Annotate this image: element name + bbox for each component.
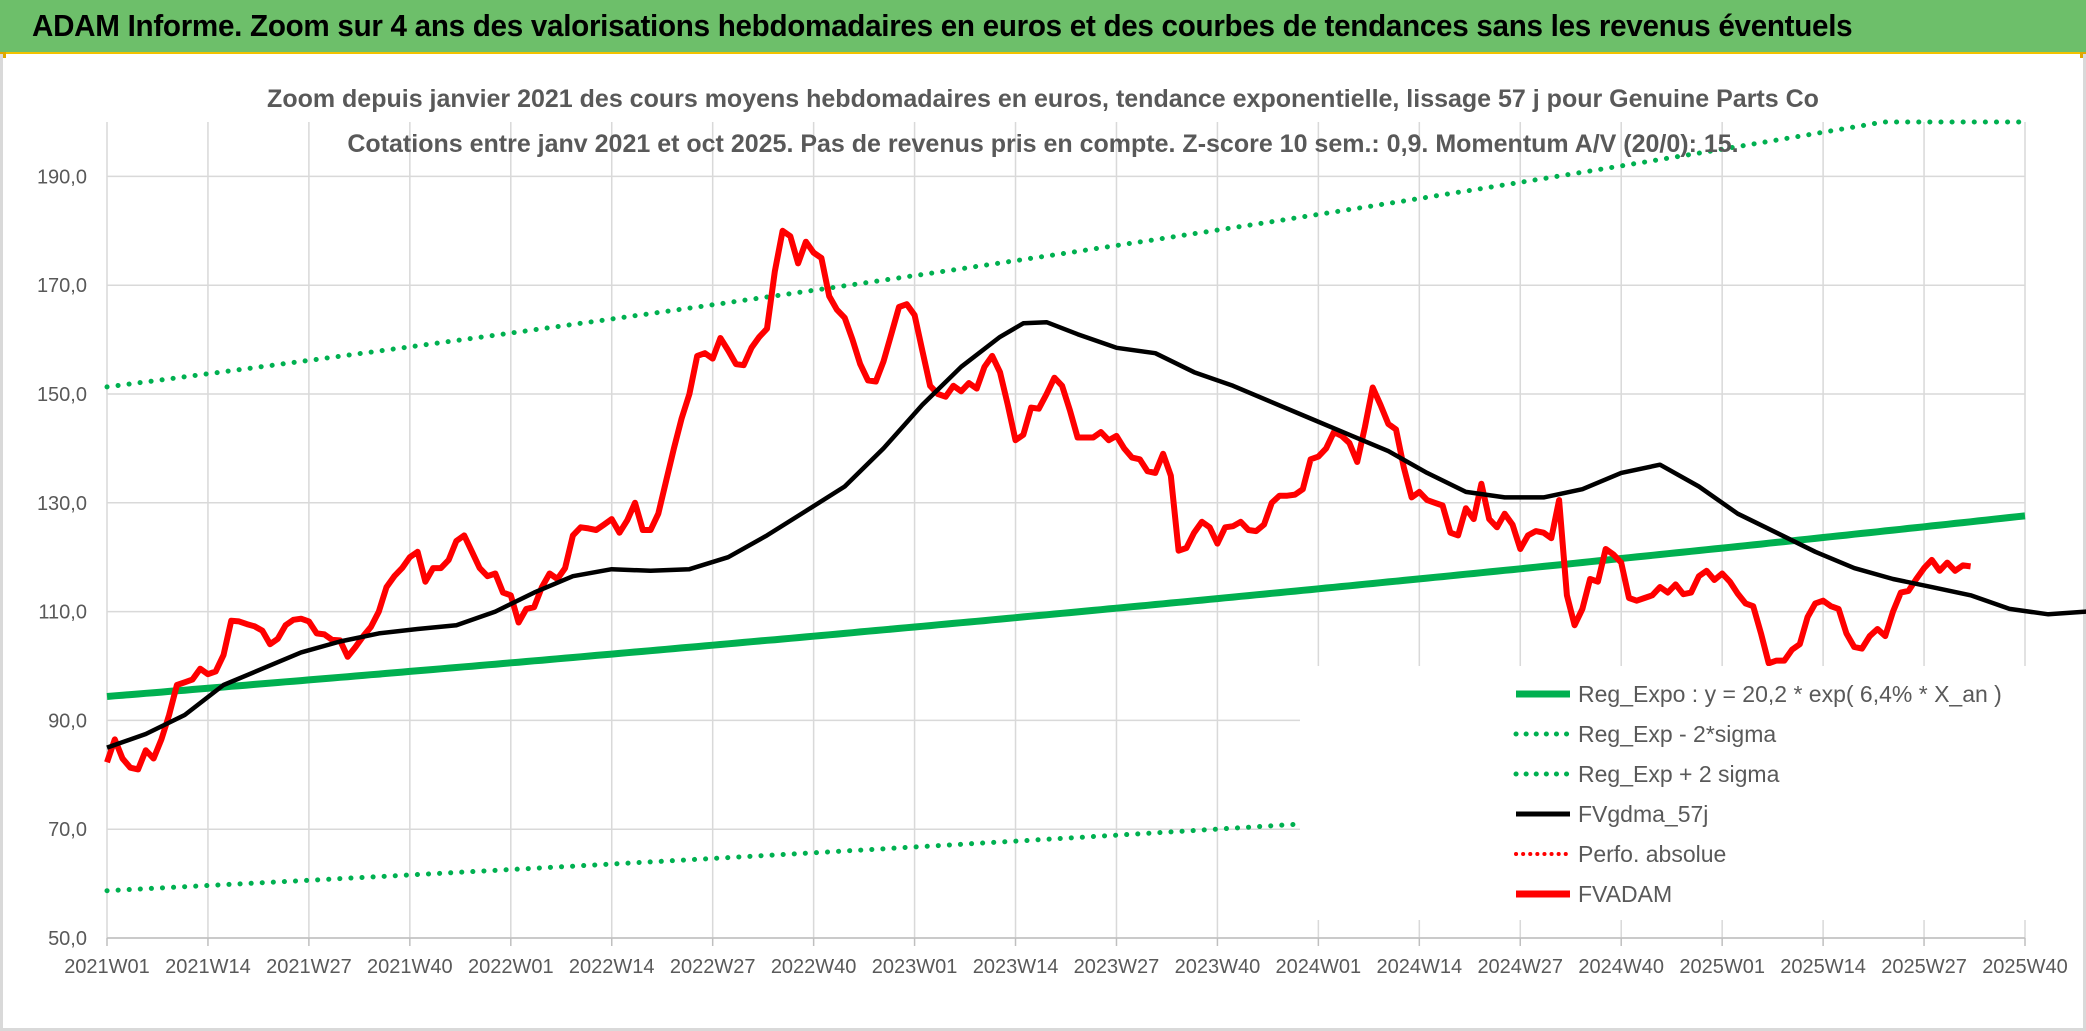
y-tick-label: 130,0 — [37, 493, 87, 515]
x-tick-label: 2023W14 — [973, 956, 1059, 978]
legend-background — [1300, 666, 2035, 920]
x-tick-label: 2022W14 — [569, 956, 655, 978]
fvgdma-57j-line — [106, 319, 2086, 750]
legend-reg-plus-2sigma-label: Reg_Exp + 2 sigma — [1578, 761, 1780, 787]
fvadam-line — [104, 227, 1971, 773]
legend-fvadam-label: FVADAM — [1578, 881, 1672, 907]
x-tick-label: 2025W40 — [1982, 956, 2068, 978]
x-tick-label: 2024W27 — [1477, 956, 1563, 978]
x-tick-label: 2025W14 — [1780, 956, 1866, 978]
y-tick-label: 90,0 — [48, 710, 87, 732]
chart-title-line1: Zoom depuis janvier 2021 des cours moyen… — [267, 85, 1819, 113]
x-tick-label: 2021W01 — [64, 956, 150, 978]
legend-fvgdma-57j-label: FVgdma_57j — [1578, 801, 1708, 827]
x-tick-label: 2023W27 — [1074, 956, 1160, 978]
series-layer — [104, 119, 2086, 894]
x-tick-label: 2021W27 — [266, 956, 352, 978]
chart-frame — [0, 54, 2086, 1031]
legend-reg-expo-label: Reg_Expo : y = 20,2 * exp( 6,4% * X_an ) — [1578, 681, 2002, 707]
x-tick-label: 2024W01 — [1276, 956, 1362, 978]
x-tick-label: 2023W01 — [872, 956, 958, 978]
title-banner: ADAM Informe. Zoom sur 4 ans des valoris… — [0, 0, 2086, 54]
x-tick-label: 2021W14 — [165, 956, 251, 978]
x-tick-label: 2024W14 — [1377, 956, 1463, 978]
legend: Reg_Expo : y = 20,2 * exp( 6,4% * X_an )… — [1513, 681, 2002, 907]
x-tick-label: 2022W01 — [468, 956, 554, 978]
report-title: ADAM Informe. Zoom sur 4 ans des valoris… — [32, 8, 1853, 43]
y-tick-label: 150,0 — [37, 384, 87, 406]
y-tick-label: 50,0 — [48, 928, 87, 950]
x-tick-label: 2022W27 — [670, 956, 756, 978]
y-tick-label: 190,0 — [37, 166, 87, 188]
y-tick-label: 110,0 — [38, 602, 87, 624]
reg-expo-line — [106, 512, 2026, 700]
x-tick-label: 2025W01 — [1679, 956, 1765, 978]
corner-marker-left — [0, 52, 6, 58]
reg-minus-2sigma-line — [104, 774, 2028, 894]
x-tick-label: 2024W40 — [1578, 956, 1664, 978]
legend-reg-minus-2sigma-label: Reg_Exp - 2*sigma — [1578, 721, 1776, 747]
y-tick-label: 70,0 — [48, 819, 87, 841]
chart-title-line2: Cotations entre janv 2021 et oct 2025. P… — [347, 130, 1738, 158]
x-tick-label: 2022W40 — [771, 956, 857, 978]
reg-plus-2sigma-line — [104, 119, 2028, 390]
y-tick-label: 170,0 — [37, 275, 87, 297]
x-tick-label: 2023W40 — [1175, 956, 1261, 978]
x-tick-label: 2025W27 — [1881, 956, 1967, 978]
y-axis: 50,0 70,0 90,0 110,0 130,0 150,0 170,0 190,0 — [37, 166, 87, 950]
x-axis: 2021W01 2021W14 2021W27 2021W40 2022W01 2022W… — [64, 937, 2068, 978]
legend-perfo-absolue-label: Perfo. absolue — [1578, 841, 1726, 867]
x-tick-label: 2021W40 — [367, 956, 453, 978]
